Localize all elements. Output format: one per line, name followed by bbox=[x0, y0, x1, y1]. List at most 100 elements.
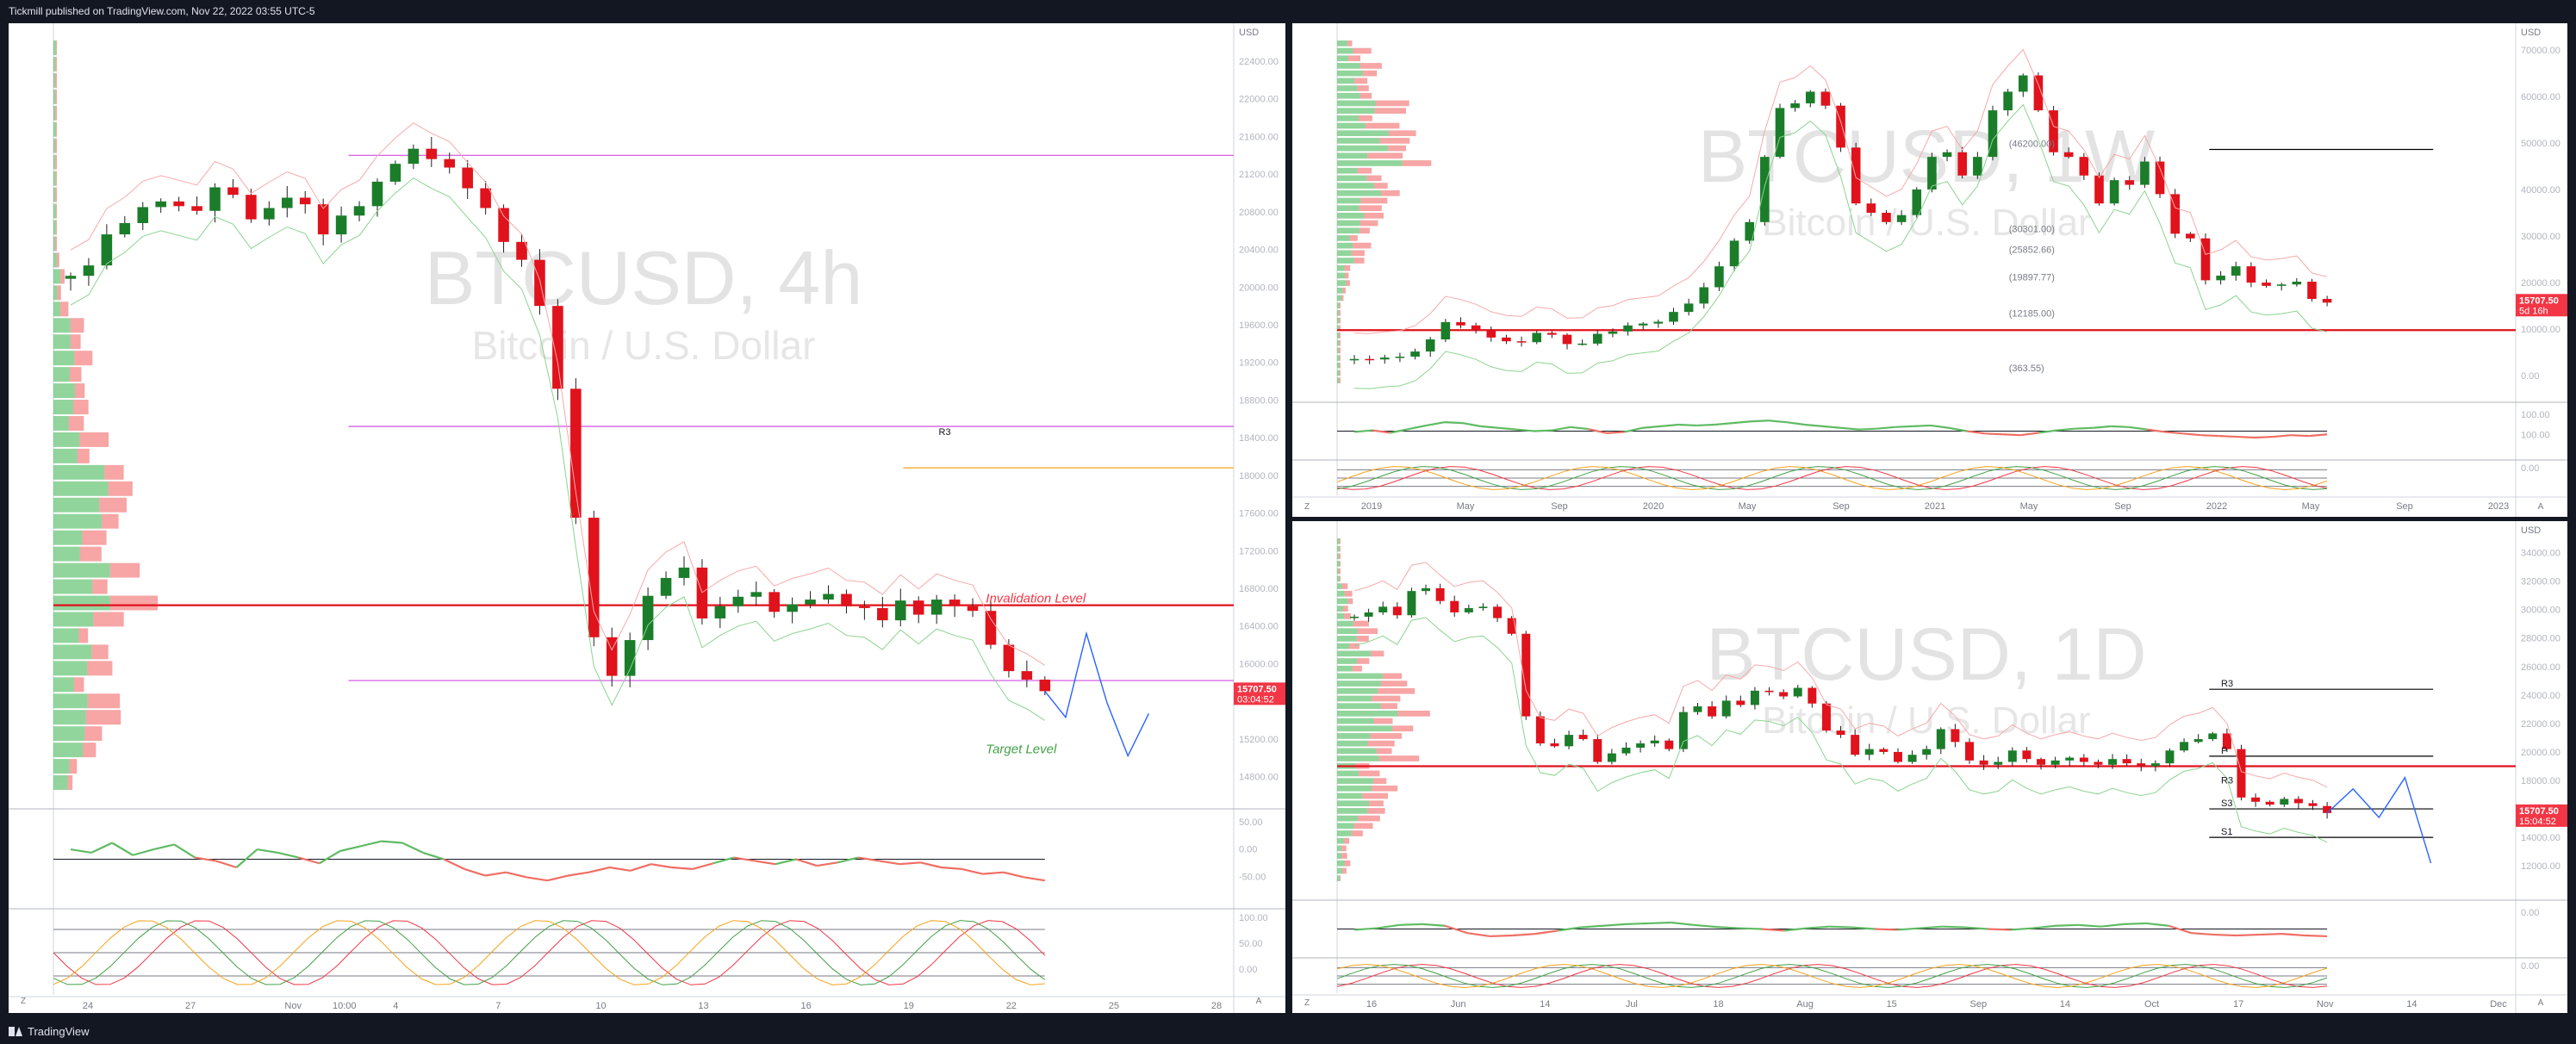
rsi-line bbox=[816, 861, 838, 867]
volume-profile-bar bbox=[1370, 733, 1403, 739]
volume-profile-bar bbox=[1338, 568, 1341, 575]
volume-profile-bar bbox=[55, 154, 57, 170]
rsi-line bbox=[1408, 424, 1427, 431]
volume-profile-bar bbox=[53, 367, 70, 382]
volume-profile-bar bbox=[74, 383, 85, 399]
level-annotation: R3 bbox=[939, 427, 951, 438]
rsi-line bbox=[2010, 927, 2033, 931]
volume-profile-bar bbox=[1341, 845, 1347, 852]
x-tick-label: Sep bbox=[1970, 999, 1988, 1010]
chart-panel-4h[interactable]: BTCUSD, 4h Bitcoin / U.S. Dollar USD 22400.… bbox=[9, 23, 1285, 1013]
auto-scale-button[interactable]: Z bbox=[1304, 502, 1310, 512]
volume-profile-bar bbox=[1353, 242, 1372, 249]
rsi-line bbox=[2128, 426, 2148, 431]
candle-body bbox=[1435, 587, 1445, 601]
candle-body bbox=[1693, 706, 1702, 712]
candle-body bbox=[1879, 749, 1888, 752]
volume-profile-bar bbox=[53, 693, 88, 709]
candle-body bbox=[1808, 687, 1817, 704]
log-scale-button[interactable]: A bbox=[2537, 502, 2544, 512]
rsi-line bbox=[526, 876, 548, 882]
candle-body bbox=[2323, 805, 2332, 813]
currency-label: USD bbox=[1239, 28, 1259, 38]
volume-profile-bar bbox=[55, 138, 57, 153]
rsi-line bbox=[1897, 927, 1920, 931]
footer-bar: TradingView bbox=[0, 1020, 2576, 1044]
stoch-tick-label: 0.00 bbox=[2521, 463, 2539, 474]
auto-scale-button[interactable]: Z bbox=[1304, 998, 1310, 1008]
rsi-line bbox=[152, 843, 175, 851]
volume-profile-bar bbox=[1372, 785, 1398, 792]
rsi-tick-label: 100.00 bbox=[2521, 431, 2550, 441]
volume-profile-bar bbox=[53, 138, 56, 153]
rsi-line bbox=[1804, 423, 1823, 427]
rsi-line bbox=[1570, 426, 1589, 431]
rsi-line bbox=[1480, 425, 1499, 429]
candle-body bbox=[1521, 633, 1531, 717]
candle-body bbox=[2308, 803, 2318, 806]
candle-body bbox=[1562, 334, 1572, 345]
volume-profile-bar bbox=[1339, 310, 1341, 316]
chart-panel-1w[interactable]: BTCUSD, 1W Bitcoin / U.S. Dollar USD 70000.… bbox=[1292, 23, 2567, 517]
rsi-line bbox=[505, 871, 527, 879]
candle-body bbox=[2022, 750, 2032, 760]
volume-profile-bar bbox=[1365, 122, 1400, 129]
candle-body bbox=[2193, 739, 2203, 743]
volume-profile-bar bbox=[1337, 808, 1368, 814]
volume-profile-bar bbox=[1337, 235, 1350, 241]
stoch-line bbox=[53, 920, 1045, 985]
rsi-line bbox=[195, 856, 216, 862]
candle-body bbox=[1760, 157, 1770, 222]
rsi-line bbox=[257, 848, 278, 854]
level-annotation: (46200.00) bbox=[2009, 139, 2055, 149]
stoch-line bbox=[1336, 466, 2328, 490]
volume-profile-bar bbox=[55, 40, 57, 55]
candle-body bbox=[1866, 203, 1876, 213]
rsi-line bbox=[1372, 429, 1391, 434]
candle-body bbox=[570, 388, 582, 519]
rsi-line bbox=[1858, 427, 1877, 431]
candle-body bbox=[462, 167, 473, 189]
log-scale-button[interactable]: A bbox=[2537, 998, 2544, 1008]
rsi-line bbox=[1930, 424, 1950, 429]
volume-profile-bar bbox=[60, 301, 69, 317]
candle-body bbox=[1478, 606, 1488, 608]
volume-profile-bar bbox=[53, 187, 56, 202]
x-tick-label: 17 bbox=[2233, 999, 2243, 1010]
volume-profile-bar bbox=[82, 530, 107, 545]
x-tick-label: Nov bbox=[2317, 999, 2334, 1010]
volume-profile-bar bbox=[1337, 643, 1350, 649]
chart-panel-1d[interactable]: BTCUSD, 1D Bitcoin / U.S. Dollar USD 34000.… bbox=[1292, 521, 2567, 1013]
rsi-line bbox=[568, 871, 589, 877]
candle-body bbox=[1893, 751, 1902, 762]
tradingview-logo[interactable]: TradingView bbox=[9, 1025, 90, 1038]
candle-body bbox=[552, 306, 563, 389]
price-tag bbox=[2516, 294, 2567, 317]
candle-body bbox=[1532, 332, 1542, 343]
rsi-line bbox=[173, 843, 196, 859]
candle-body bbox=[985, 611, 997, 645]
x-tick-label: Oct bbox=[2144, 999, 2159, 1010]
auto-scale-button[interactable]: Z bbox=[20, 997, 27, 1006]
x-tick-label: 25 bbox=[1109, 1001, 1119, 1011]
volume-profile-bar bbox=[1382, 673, 1403, 680]
rsi-line bbox=[2056, 427, 2075, 432]
volume-profile-bar bbox=[53, 759, 70, 774]
volume-profile-bar bbox=[1374, 108, 1406, 114]
level-annotation: P bbox=[2221, 746, 2227, 756]
x-tick-label: 18 bbox=[1713, 999, 1723, 1010]
candle-body bbox=[173, 201, 184, 207]
rsi-line bbox=[2164, 431, 2183, 435]
volume-profile-bar bbox=[1338, 347, 1341, 354]
rsi-line bbox=[1390, 428, 1409, 434]
volume-profile-bar bbox=[1339, 875, 1341, 881]
candle-body bbox=[1721, 700, 1731, 717]
candle-body bbox=[1790, 103, 1800, 109]
log-scale-button[interactable]: A bbox=[1255, 997, 1262, 1006]
volume-profile-bar bbox=[1337, 711, 1398, 717]
volume-profile-bar bbox=[1337, 867, 1342, 874]
candle-body bbox=[1364, 612, 1373, 617]
